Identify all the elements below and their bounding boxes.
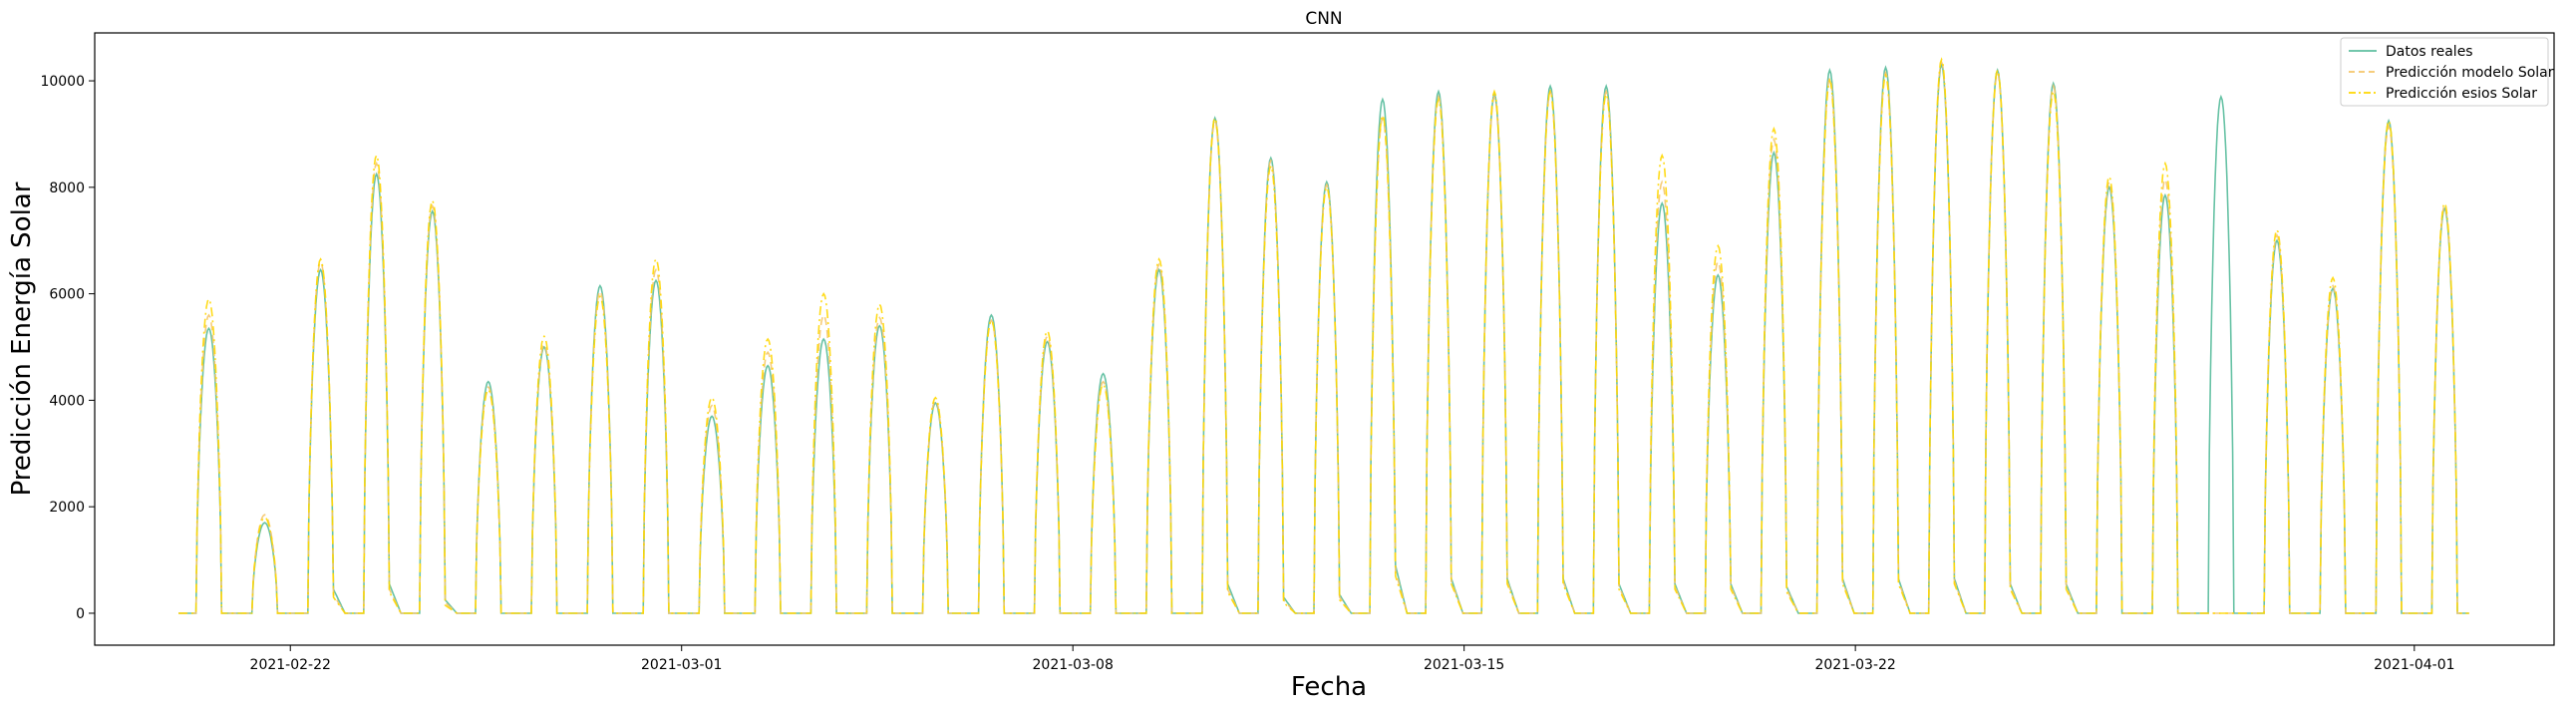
x-tick-label: 2021-02-22 <box>250 657 331 673</box>
legend-label-prediccion-esios-solar: Predicción esios Solar <box>2386 86 2537 102</box>
legend-box <box>2340 37 2549 107</box>
y-tick-label: 4000 <box>49 393 85 409</box>
chart-title: CNN <box>1305 9 1342 29</box>
x-tick-label: 2021-04-01 <box>2374 657 2454 673</box>
x-axis-ticks: 2021-02-22 2021-03-01 2021-03-08 2021-03-15… <box>250 645 2455 673</box>
y-tick-label: 8000 <box>49 180 85 196</box>
x-tick-label: 2021-03-01 <box>641 657 722 673</box>
legend-label-datos-reales: Datos reales <box>2386 44 2473 60</box>
y-tick-label: 6000 <box>49 287 85 303</box>
x-tick-label: 2021-03-08 <box>1033 657 1114 673</box>
y-tick-label: 0 <box>76 606 85 622</box>
y-tick-label: 2000 <box>49 500 85 516</box>
plot-frame <box>94 32 2555 646</box>
x-axis-title: Fecha <box>1291 672 1367 702</box>
x-tick-label: 2021-03-22 <box>1814 657 1895 673</box>
series-layer <box>178 57 2469 614</box>
legend: Datos reales Predicción modelo Solar Pre… <box>2340 37 2554 107</box>
x-tick-label: 2021-03-15 <box>1424 657 1504 673</box>
legend-label-prediccion-modelo-solar: Predicción modelo Solar <box>2386 65 2554 81</box>
y-tick-label: 10000 <box>40 74 85 90</box>
series-line <box>178 57 2469 614</box>
y-axis-ticks: 0 2000 4000 6000 8000 10000 <box>40 74 95 622</box>
plot-background <box>95 33 2554 645</box>
y-axis-title: Predicción Energía Solar <box>7 181 37 496</box>
